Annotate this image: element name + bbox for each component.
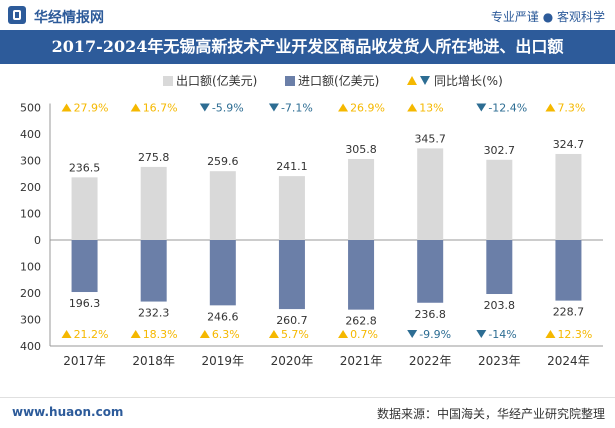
import-bar [417,240,444,303]
y-tick-label: 300 [20,314,41,327]
x-tick-label: 2022年 [409,354,452,368]
data-source: 数据来源：中国海关，华经产业研究院整理 [376,407,605,421]
growth-label: -12.4% [488,102,527,115]
export-bar [555,153,582,240]
footer: www.huaon.com 数据来源：中国海关，华经产业研究院整理 [0,397,615,428]
growth-up-icon [407,103,418,112]
growth-up-icon [130,103,141,112]
growth-down-icon [268,103,279,112]
growth-up-icon [130,330,141,339]
legend-import-label: 进口额(亿美元) [298,73,379,88]
y-tick-label: 100 [20,208,41,221]
import-bar [278,240,305,310]
export-value-label: 259.6 [207,155,239,168]
import-bar [486,240,513,295]
import-value-label: 228.7 [553,306,585,319]
import-value-label: 203.8 [484,299,516,312]
growth-label: 27.9% [74,102,109,115]
growth-up-icon [338,103,349,112]
export-bar [209,171,236,240]
growth-label: -7.1% [281,102,313,115]
growth-label: 6.3% [212,328,240,341]
growth-label: 16.7% [143,102,178,115]
growth-up-icon [545,330,556,339]
export-bar [71,177,98,240]
export-value-label: 302.7 [484,144,516,157]
y-tick-label: 200 [20,181,41,194]
x-tick-label: 2024年 [547,354,590,368]
y-tick-label: 400 [20,340,41,353]
import-bar [555,240,582,301]
y-tick-label: 400 [20,128,41,141]
y-tick-label: 300 [20,155,41,168]
growth-label: 5.7% [281,328,309,341]
export-value-label: 324.7 [553,138,585,151]
x-tick-label: 2018年 [132,354,175,368]
growth-down-icon [407,330,418,339]
growth-up-icon [268,330,279,339]
export-value-label: 305.8 [345,143,377,156]
growth-label: 26.9% [350,102,385,115]
y-tick-label: 100 [20,261,41,274]
growth-label: 18.3% [143,328,178,341]
import-bar [71,240,98,293]
growth-label: 7.3% [557,102,585,115]
x-tick-label: 2020年 [271,354,314,368]
growth-up-icon [61,103,72,112]
growth-up-icon [338,330,349,339]
growth-label: 21.2% [74,328,109,341]
export-value-label: 345.7 [414,132,446,145]
y-tick-label: 500 [20,102,41,115]
export-bar [140,166,167,240]
legend-import-swatch [285,76,295,86]
import-value-label: 232.3 [138,307,170,320]
legend-export-label: 出口额(亿美元) [176,73,257,88]
x-tick-label: 2023年 [478,354,521,368]
legend-growth-label: 同比增长(%) [434,74,503,88]
export-bar [348,158,375,240]
legend-export-swatch [163,76,173,86]
legend-down-triangle-icon [420,76,430,85]
brand-logo-icon [8,6,26,24]
export-bar [278,176,305,240]
x-tick-label: 2017年 [63,354,106,368]
import-bar [140,240,167,302]
growth-up-icon [61,330,72,339]
import-value-label: 260.7 [276,314,308,327]
import-value-label: 246.6 [207,310,239,323]
growth-down-icon [476,103,487,112]
legend-up-triangle-icon [407,76,417,85]
growth-label: -9.9% [419,328,451,341]
growth-label: 12.3% [557,328,592,341]
x-tick-label: 2019年 [202,354,245,368]
import-bar [348,240,375,310]
export-bar [486,159,513,240]
import-value-label: 262.8 [345,315,377,328]
growth-down-icon [199,103,210,112]
import-value-label: 236.8 [414,308,446,321]
import-bar [209,240,236,306]
growth-up-icon [199,330,210,339]
slogan: 专业严谨 ● 客观科学 [490,10,605,24]
x-tick-label: 2021年 [340,354,383,368]
brand-name: 华经情报网 [34,10,104,26]
growth-label: -5.9% [212,102,244,115]
export-value-label: 275.8 [138,151,170,164]
chart-title: 2017-2024年无锡高新技术产业开发区商品收发货人所在地进、出口额 [0,30,615,64]
export-value-label: 236.5 [69,161,101,174]
growth-label: 13% [419,102,443,115]
top-bar: 华经情报网 专业严谨 ● 客观科学 [0,0,615,30]
growth-label: 0.7% [350,328,378,341]
export-bar [417,148,444,240]
growth-down-icon [476,330,487,339]
website-link[interactable]: www.huaon.com [12,405,124,419]
y-tick-label: 0 [34,234,41,247]
growth-label: -14% [488,328,516,341]
y-tick-label: 200 [20,287,41,300]
growth-up-icon [545,103,556,112]
export-value-label: 241.1 [276,160,308,173]
import-value-label: 196.3 [69,297,101,310]
chart-area: 500 400 300 200 100 0 100 200 300 400 236.5 196.3 27… [20,73,603,368]
